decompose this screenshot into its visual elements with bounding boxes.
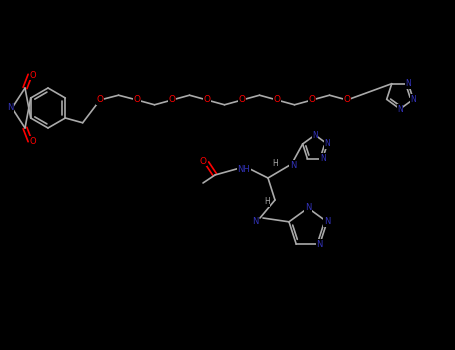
Text: N: N (405, 79, 411, 88)
Text: N: N (312, 131, 318, 140)
Text: H: H (264, 197, 270, 206)
Text: O: O (344, 96, 350, 105)
Text: N: N (317, 240, 323, 249)
Text: O: O (238, 96, 246, 105)
Text: NH: NH (238, 164, 250, 174)
Text: N: N (252, 217, 258, 225)
Text: O: O (30, 70, 36, 79)
Text: N: N (410, 95, 416, 104)
Text: O: O (203, 96, 211, 105)
Text: O: O (133, 96, 141, 105)
Text: H: H (272, 159, 278, 168)
Text: N: N (305, 203, 311, 212)
Text: N: N (290, 161, 296, 169)
Text: N: N (324, 217, 330, 226)
Text: O: O (168, 96, 176, 105)
Text: N: N (7, 104, 13, 112)
Text: O: O (96, 96, 103, 105)
Text: O: O (273, 96, 280, 105)
Text: O: O (308, 96, 315, 105)
Text: N: N (397, 105, 403, 113)
Text: N: N (320, 154, 325, 163)
Text: O: O (199, 156, 207, 166)
Text: O: O (30, 136, 36, 146)
Text: N: N (324, 140, 330, 148)
